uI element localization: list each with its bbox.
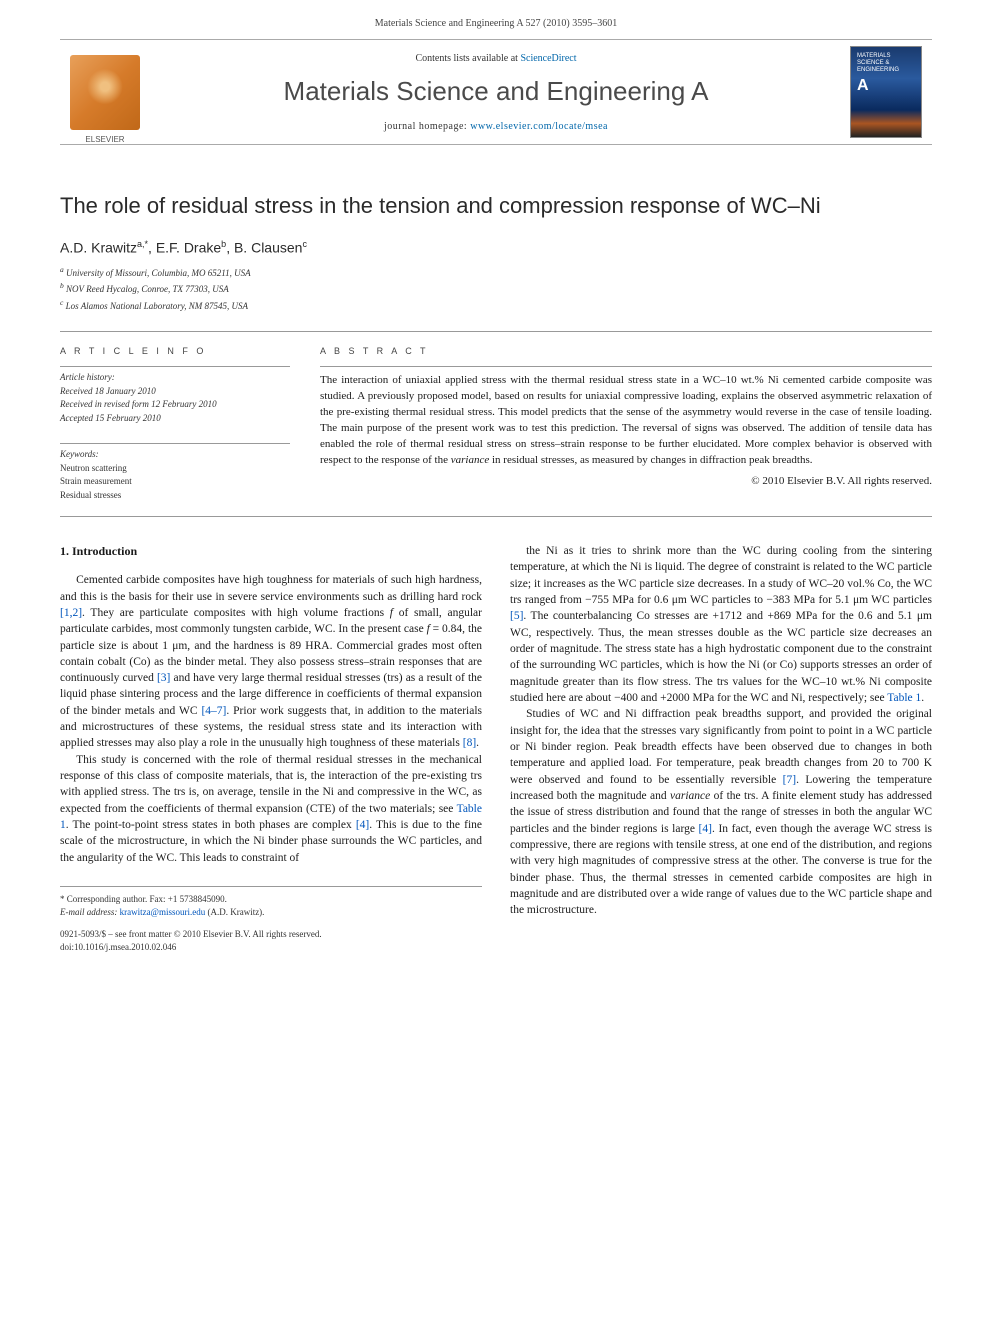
homepage-prefix: journal homepage: bbox=[384, 121, 470, 132]
email-label: E-mail address: bbox=[60, 907, 117, 917]
section-1-heading: 1. Introduction bbox=[60, 543, 482, 560]
meta-row: A R T I C L E I N F O Article history: R… bbox=[60, 332, 932, 516]
abstract-text: The interaction of uniaxial applied stre… bbox=[320, 366, 932, 469]
keywords-label: Keywords: bbox=[60, 448, 290, 462]
author-3: B. Clausen bbox=[234, 240, 302, 256]
para-3: the Ni as it tries to shrink more than t… bbox=[510, 543, 932, 706]
corresponding-email-line: E-mail address: krawitza@missouri.edu (A… bbox=[60, 906, 482, 919]
email-who: (A.D. Krawitz). bbox=[207, 907, 264, 917]
journal-homepage: journal homepage: www.elsevier.com/locat… bbox=[156, 121, 836, 132]
affiliation-a: a University of Missouri, Columbia, MO 6… bbox=[60, 264, 932, 281]
banner-middle: Contents lists available at ScienceDirec… bbox=[156, 53, 836, 132]
author-2: E.F. Drake bbox=[156, 240, 221, 256]
journal-name: Materials Science and Engineering A bbox=[156, 76, 836, 107]
article-history: Article history: Received 18 January 201… bbox=[60, 366, 290, 425]
affiliations: a University of Missouri, Columbia, MO 6… bbox=[60, 264, 932, 314]
doi-line: doi:10.1016/j.msea.2010.02.046 bbox=[60, 941, 482, 954]
keywords-block: Keywords: Neutron scattering Strain meas… bbox=[60, 443, 290, 502]
abstract-heading: A B S T R A C T bbox=[320, 346, 932, 356]
author-1: A.D. Krawitz bbox=[60, 240, 137, 256]
abstract-column: A B S T R A C T The interaction of uniax… bbox=[320, 346, 932, 502]
homepage-link[interactable]: www.elsevier.com/locate/msea bbox=[470, 121, 608, 132]
para-1: Cemented carbide composites have high to… bbox=[60, 572, 482, 752]
doi-block: 0921-5093/$ – see front matter © 2010 El… bbox=[60, 928, 482, 953]
sciencedirect-link[interactable]: ScienceDirect bbox=[520, 53, 576, 64]
para-4: Studies of WC and Ni diffraction peak br… bbox=[510, 706, 932, 918]
column-right: the Ni as it tries to shrink more than t… bbox=[510, 543, 932, 953]
affiliation-c: c Los Alamos National Laboratory, NM 875… bbox=[60, 297, 932, 314]
history-accepted: Accepted 15 February 2010 bbox=[60, 412, 290, 426]
keyword-3: Residual stresses bbox=[60, 489, 290, 503]
keyword-1: Neutron scattering bbox=[60, 462, 290, 476]
authors-line: A.D. Krawitza,*, E.F. Drakeb, B. Clausen… bbox=[60, 239, 932, 256]
history-received: Received 18 January 2010 bbox=[60, 385, 290, 399]
author-3-aff: c bbox=[302, 239, 307, 249]
abstract-copyright: © 2010 Elsevier B.V. All rights reserved… bbox=[320, 475, 932, 487]
para-2: This study is concerned with the role of… bbox=[60, 752, 482, 866]
journal-banner: ELSEVIER Contents lists available at Sci… bbox=[60, 39, 932, 145]
article-info-heading: A R T I C L E I N F O bbox=[60, 346, 290, 356]
divider-bottom bbox=[60, 516, 932, 517]
history-revised: Received in revised form 12 February 201… bbox=[60, 398, 290, 412]
affiliation-b: b NOV Reed Hycalog, Conroe, TX 77303, US… bbox=[60, 280, 932, 297]
contents-prefix: Contents lists available at bbox=[415, 53, 520, 64]
article-main: The role of residual stress in the tensi… bbox=[0, 153, 992, 973]
corresponding-footer: * Corresponding author. Fax: +1 57388450… bbox=[60, 886, 482, 918]
contents-lists: Contents lists available at ScienceDirec… bbox=[156, 53, 836, 64]
keyword-2: Strain measurement bbox=[60, 475, 290, 489]
running-head: Materials Science and Engineering A 527 … bbox=[0, 0, 992, 39]
article-title: The role of residual stress in the tensi… bbox=[60, 193, 932, 219]
journal-cover-thumbnail bbox=[850, 46, 922, 138]
issn-line: 0921-5093/$ – see front matter © 2010 El… bbox=[60, 928, 482, 941]
elsevier-label: ELSEVIER bbox=[70, 135, 140, 144]
author-2-aff: b bbox=[221, 239, 226, 249]
body-columns: 1. Introduction Cemented carbide composi… bbox=[60, 543, 932, 953]
email-link[interactable]: krawitza@missouri.edu bbox=[120, 907, 206, 917]
corresponding-author: * Corresponding author. Fax: +1 57388450… bbox=[60, 893, 482, 906]
history-label: Article history: bbox=[60, 371, 290, 385]
author-1-aff: a,* bbox=[137, 239, 148, 249]
elsevier-logo bbox=[70, 55, 140, 130]
column-left: 1. Introduction Cemented carbide composi… bbox=[60, 543, 482, 953]
article-info-column: A R T I C L E I N F O Article history: R… bbox=[60, 346, 290, 502]
